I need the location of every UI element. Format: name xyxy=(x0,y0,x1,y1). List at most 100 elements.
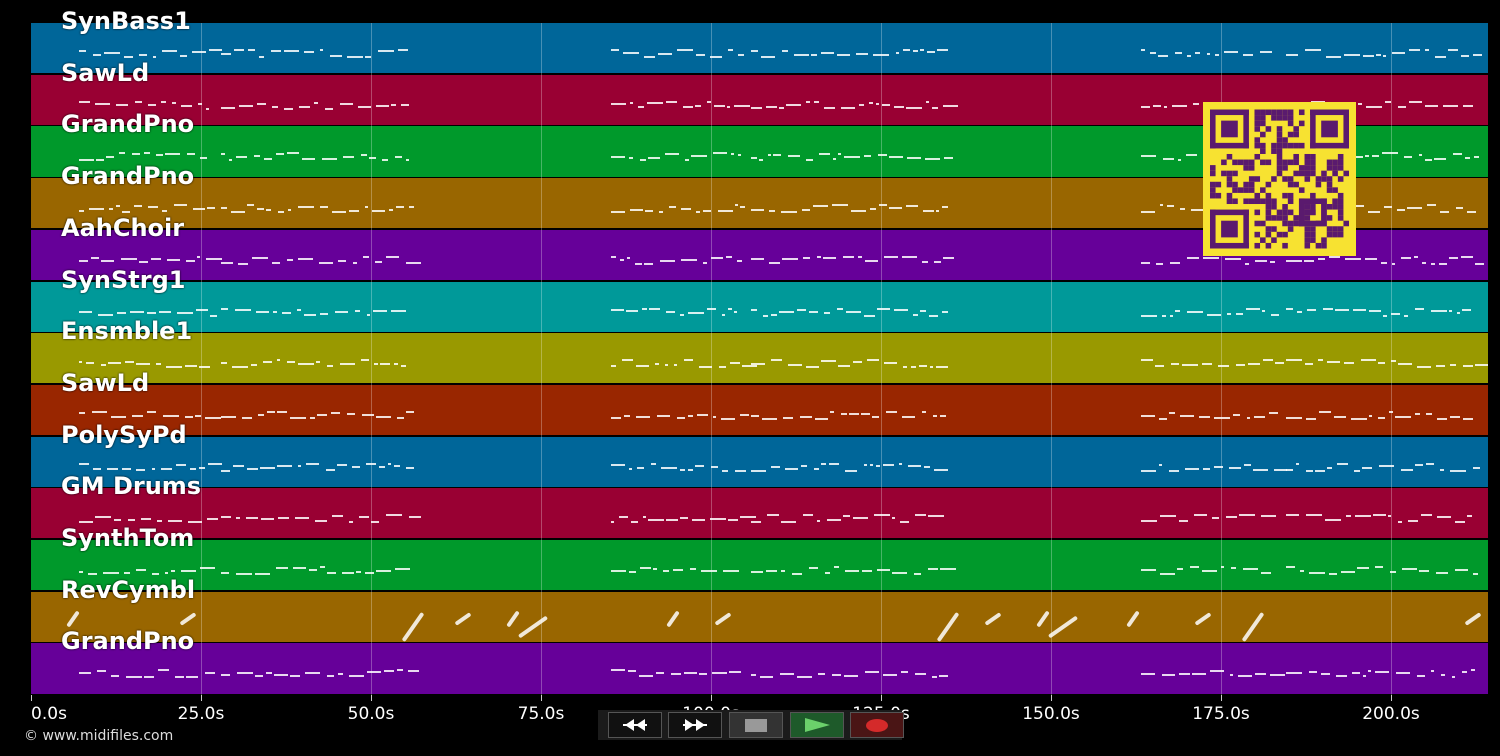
note xyxy=(1385,100,1391,103)
track-lane[interactable] xyxy=(31,333,1488,384)
track-lane[interactable] xyxy=(31,643,1488,694)
note xyxy=(322,158,337,161)
note xyxy=(135,100,142,103)
track-lane[interactable] xyxy=(31,591,1488,642)
note xyxy=(894,105,904,108)
note xyxy=(902,255,917,258)
note xyxy=(239,104,253,107)
note xyxy=(640,159,646,162)
note xyxy=(1362,466,1372,469)
note xyxy=(1368,211,1380,214)
note xyxy=(320,206,328,209)
note xyxy=(684,672,697,675)
note xyxy=(878,154,887,157)
stop-button[interactable] xyxy=(729,712,783,738)
note xyxy=(401,611,425,642)
note xyxy=(221,153,225,156)
note xyxy=(409,206,414,209)
note xyxy=(611,669,625,672)
note xyxy=(722,313,725,316)
note xyxy=(1270,260,1275,263)
note xyxy=(1177,568,1183,570)
note xyxy=(728,307,732,310)
note xyxy=(1304,259,1314,262)
note xyxy=(221,415,236,418)
note xyxy=(873,54,889,56)
note xyxy=(734,310,737,313)
note xyxy=(1450,364,1456,367)
note xyxy=(1141,569,1156,571)
note xyxy=(884,362,897,365)
note xyxy=(1462,671,1467,674)
note xyxy=(773,154,781,157)
note xyxy=(124,572,130,574)
note xyxy=(1354,469,1360,472)
note xyxy=(1351,417,1367,420)
rewind-button[interactable] xyxy=(608,712,662,738)
note xyxy=(1192,673,1206,676)
note xyxy=(892,517,895,520)
note xyxy=(79,259,88,262)
note xyxy=(185,365,197,368)
note xyxy=(1392,262,1395,265)
note xyxy=(1461,55,1469,57)
note xyxy=(1407,207,1422,210)
note xyxy=(927,51,935,53)
note xyxy=(783,416,793,419)
note xyxy=(369,157,376,160)
note xyxy=(1159,463,1162,466)
note xyxy=(167,258,180,261)
note xyxy=(124,56,133,58)
note xyxy=(314,101,318,104)
note xyxy=(152,573,159,575)
note xyxy=(1467,211,1476,214)
note xyxy=(899,462,902,465)
note xyxy=(1437,417,1447,420)
note xyxy=(1321,673,1330,676)
note xyxy=(151,257,161,260)
note xyxy=(611,463,625,466)
note xyxy=(782,257,798,260)
note xyxy=(92,410,107,413)
note xyxy=(1158,55,1168,57)
track-lane[interactable] xyxy=(31,384,1488,436)
note xyxy=(844,675,858,678)
play-button[interactable] xyxy=(790,712,844,738)
record-button[interactable] xyxy=(850,712,904,738)
note xyxy=(406,159,409,162)
play-icon xyxy=(805,718,830,732)
note xyxy=(288,209,291,212)
note xyxy=(856,53,868,55)
note xyxy=(132,153,140,156)
track-lane[interactable] xyxy=(31,540,1488,591)
note xyxy=(1186,154,1197,157)
note xyxy=(666,610,680,628)
note xyxy=(278,211,284,214)
note xyxy=(735,204,738,207)
note xyxy=(365,206,368,209)
note xyxy=(361,154,367,157)
note xyxy=(1369,309,1381,312)
stop-icon xyxy=(745,718,767,732)
note xyxy=(205,416,221,419)
track-lane[interactable] xyxy=(31,281,1488,332)
note xyxy=(626,309,638,312)
note xyxy=(1286,54,1298,56)
track-lane[interactable] xyxy=(31,23,1488,74)
note xyxy=(738,154,741,157)
note xyxy=(611,521,614,524)
note xyxy=(397,416,404,419)
note xyxy=(297,308,301,311)
note xyxy=(740,206,745,209)
fast-forward-button[interactable] xyxy=(668,712,722,738)
track-lane[interactable] xyxy=(31,436,1488,487)
track-lane[interactable] xyxy=(31,488,1488,539)
note xyxy=(657,414,670,417)
note xyxy=(180,55,187,57)
note xyxy=(1167,205,1174,208)
note xyxy=(865,671,879,674)
note xyxy=(943,256,954,259)
piano-roll[interactable] xyxy=(31,23,1488,695)
note xyxy=(841,412,847,415)
note xyxy=(234,49,244,51)
